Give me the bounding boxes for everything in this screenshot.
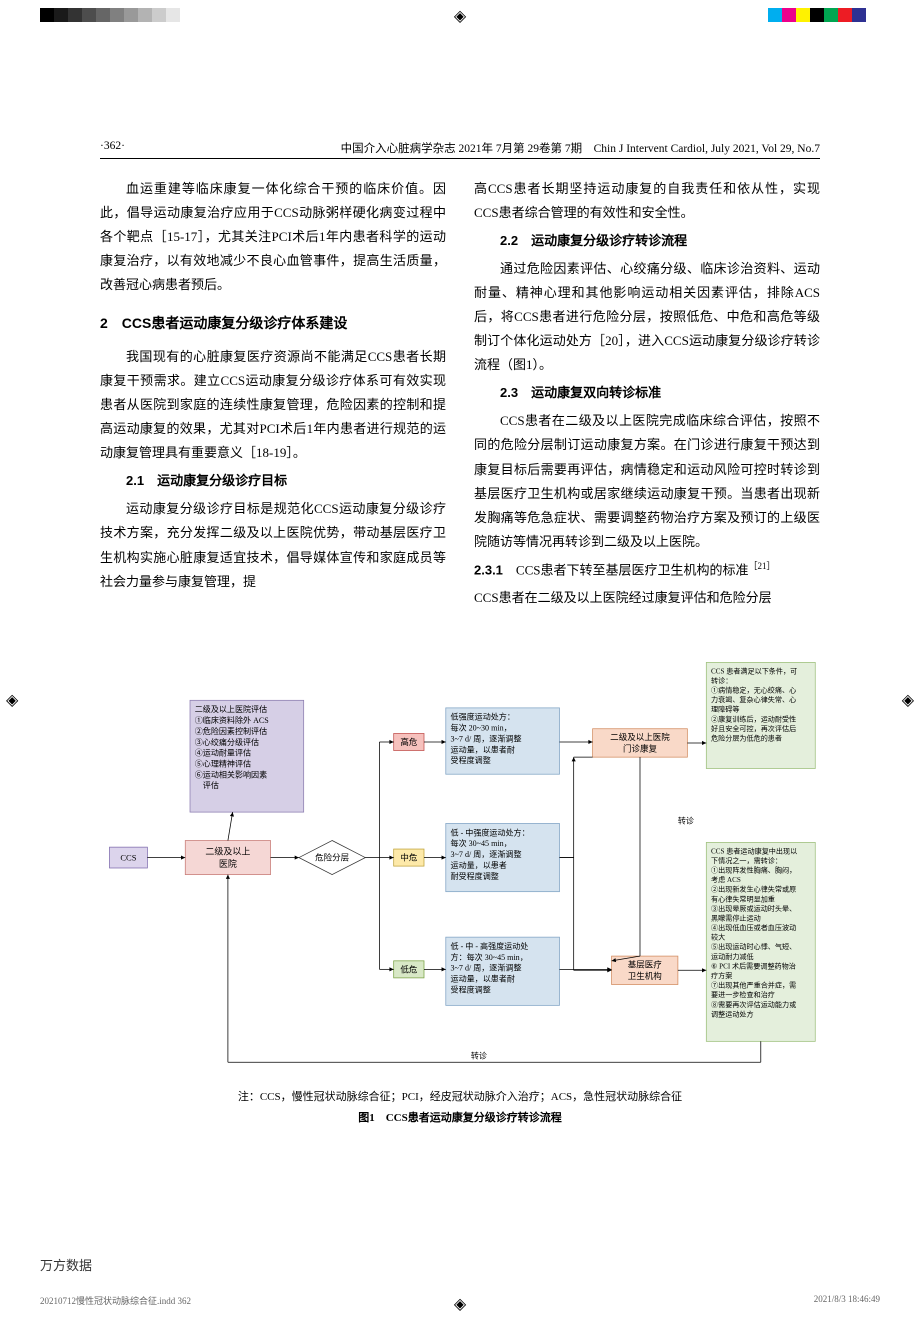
svg-text:③出现晕厥或运动时头晕、: ③出现晕厥或运动时头晕、 [711, 904, 796, 913]
svg-text:基层医疗: 基层医疗 [628, 960, 663, 970]
svg-text:②康复训练后，运动耐受性: ②康复训练后，运动耐受性 [711, 714, 796, 723]
svg-text:考虑 ACS: 考虑 ACS [711, 875, 741, 884]
svg-text:好且安全可控，再次评估后: 好且安全可控，再次评估后 [711, 724, 796, 733]
svg-text:运动量，以患者耐: 运动量，以患者耐 [451, 744, 515, 754]
svg-text:⑥运动相关影响因素: ⑥运动相关影响因素 [195, 770, 267, 780]
flowchart-svg: CCS二级及以上医院二级及以上医院评估①临床资料除外 ACS②危险因素控制评估③… [100, 634, 820, 1079]
registration-target-icon: ◈ [454, 6, 466, 26]
figure-note: 注：CCS，慢性冠状动脉综合征；PCI，经皮冠状动脉介入治疗；ACS，急性冠状动… [100, 1089, 820, 1107]
svg-text:较大: 较大 [711, 933, 725, 942]
svg-text:3~7 d/ 周，逐渐调整: 3~7 d/ 周，逐渐调整 [451, 963, 522, 973]
svg-text:⑧需要再次评估运动能力或: ⑧需要再次评估运动能力或 [711, 1000, 796, 1009]
svg-text:受程度调整: 受程度调整 [451, 755, 491, 765]
subsection-heading: 2.3 运动康复双向转诊标准 [474, 381, 820, 405]
section-heading: 2 CCS患者运动康复分级诊疗体系建设 [100, 311, 446, 337]
paragraph: 通过危险因素评估、心绞痛分级、临床诊治资料、运动耐量、精神心理和其他影响运动相关… [474, 257, 820, 377]
registration-target-icon: ◈ [6, 690, 18, 710]
subsection-heading: 2.1 运动康复分级诊疗目标 [100, 469, 446, 493]
svg-text:评估: 评估 [195, 780, 219, 790]
svg-text:低 - 中 - 高强度运动处: 低 - 中 - 高强度运动处 [451, 941, 529, 951]
svg-text:危险分层为低危的患者: 危险分层为低危的患者 [711, 734, 782, 743]
figure-1: CCS二级及以上医院二级及以上医院评估①临床资料除外 ACS②危险因素控制评估③… [100, 634, 820, 1125]
svg-text:③心绞痛分级评估: ③心绞痛分级评估 [195, 737, 259, 747]
svg-text:中危: 中危 [400, 853, 418, 863]
svg-text:⑤心理精神评估: ⑤心理精神评估 [195, 759, 251, 769]
svg-text:②危险因素控制评估: ②危险因素控制评估 [195, 726, 267, 736]
svg-text:耐受程度调整: 耐受程度调整 [451, 871, 499, 881]
svg-text:黑矇需停止运动: 黑矇需停止运动 [711, 914, 761, 923]
paragraph: 血运重建等临床康复一体化综合干预的临床价值。因此，倡导运动康复治疗应用于CCS动… [100, 177, 446, 297]
svg-text:低 - 中强度运动处方：: 低 - 中强度运动处方： [451, 827, 530, 837]
svg-text:⑤出现运动时心悸、气短、: ⑤出现运动时心悸、气短、 [711, 942, 796, 951]
svg-text:医院: 医院 [219, 858, 237, 869]
svg-text:④运动耐量评估: ④运动耐量评估 [195, 748, 251, 758]
print-footer: 万方数据 [0, 1255, 920, 1294]
svg-text:④出现低血压或者血压波动: ④出现低血压或者血压波动 [711, 923, 796, 932]
registration-target-icon: ◈ [902, 690, 914, 710]
subsection-heading: 2.2 运动康复分级诊疗转诊流程 [474, 229, 820, 253]
svg-text:每次 20~30 min，: 每次 20~30 min， [451, 723, 512, 733]
svg-text:3~7 d/ 周，逐渐调整: 3~7 d/ 周，逐渐调整 [451, 849, 522, 859]
svg-text:⑦出现其他严重合并症，需: ⑦出现其他严重合并症，需 [711, 981, 796, 990]
svg-text:CCS: CCS [120, 853, 136, 863]
print-job-info: 20210712慢性冠状动脉综合征.indd 362 ◈ 2021/8/3 18… [0, 1294, 920, 1325]
page-content: ·362· 中国介入心脏病学杂志 2021年 7月第 29卷第 7期 Chin … [0, 30, 920, 1165]
svg-text:转诊：: 转诊： [711, 676, 732, 685]
right-column: 高CCS患者长期坚持运动康复的自我责任和依从性，实现CCS患者综合管理的有效性和… [474, 177, 820, 614]
print-registration-top: ◈ [0, 0, 920, 30]
svg-text:危险分层: 危险分层 [315, 853, 350, 863]
paragraph: CCS患者在二级及以上医院完成临床综合评估，按照不同的危险分层制订运动康复方案。… [474, 409, 820, 553]
svg-text:运动耐力减低: 运动耐力减低 [711, 952, 754, 961]
svg-text:低强度运动处方：: 低强度运动处方： [451, 712, 515, 722]
svg-text:转诊: 转诊 [471, 1051, 487, 1061]
wanfang-watermark: 万方数据 [40, 1255, 92, 1274]
paragraph: 高CCS患者长期坚持运动康复的自我责任和依从性，实现CCS患者综合管理的有效性和… [474, 177, 820, 225]
svg-text:运动量，以患者耐: 运动量，以患者耐 [451, 974, 515, 984]
svg-text:⑥ PCI 术后需要调整药物治: ⑥ PCI 术后需要调整药物治 [711, 962, 796, 971]
color-bar [768, 8, 880, 22]
paragraph: 我国现有的心脏康复医疗资源尚不能满足CCS患者长期康复干预需求。建立CCS运动康… [100, 345, 446, 465]
svg-text:运动量，以患者: 运动量，以患者 [451, 860, 507, 870]
print-timestamp: 2021/8/3 18:46:49 [814, 1294, 880, 1307]
svg-text:力衰竭、复杂心律失常、心: 力衰竭、复杂心律失常、心 [711, 695, 796, 704]
registration-target-icon: ◈ [454, 1294, 466, 1314]
two-column-body: 血运重建等临床康复一体化综合干预的临床价值。因此，倡导运动康复治疗应用于CCS动… [100, 177, 820, 614]
svg-text:受程度调整: 受程度调整 [451, 985, 491, 995]
svg-text:有心律失常明显加重: 有心律失常明显加重 [711, 894, 775, 903]
svg-text:卫生机构: 卫生机构 [628, 971, 662, 981]
grayscale-bar [40, 8, 194, 22]
svg-text:转诊: 转诊 [678, 816, 694, 826]
svg-text:二级及以上: 二级及以上 [205, 846, 250, 857]
svg-text:调整运动处方: 调整运动处方 [711, 1009, 754, 1018]
svg-text:②出现新发生心律失常或原: ②出现新发生心律失常或原 [711, 885, 796, 894]
svg-text:二级及以上医院: 二级及以上医院 [610, 732, 670, 742]
svg-text:CCS 患者运动康复中出现以: CCS 患者运动康复中出现以 [711, 846, 797, 855]
svg-text:每次 30~45 min，: 每次 30~45 min， [451, 838, 512, 848]
svg-text:二级及以上医院评估: 二级及以上医院评估 [195, 704, 267, 714]
journal-citation: 中国介入心脏病学杂志 2021年 7月第 29卷第 7期 Chin J Inte… [341, 140, 820, 156]
svg-text:方：每次 30~45 min，: 方：每次 30~45 min， [451, 952, 528, 962]
svg-text:要进一步检查和治疗: 要进一步检查和治疗 [711, 990, 775, 999]
left-column: 血运重建等临床康复一体化综合干预的临床价值。因此，倡导运动康复治疗应用于CCS动… [100, 177, 446, 614]
svg-text:①临床资料除外 ACS: ①临床资料除外 ACS [195, 715, 269, 725]
svg-text:高危: 高危 [400, 737, 418, 747]
svg-text:理障碍等: 理障碍等 [711, 705, 739, 714]
svg-text:①病情稳定，无心绞痛、心: ①病情稳定，无心绞痛、心 [711, 686, 796, 695]
svg-text:3~7 d/ 周，逐渐调整: 3~7 d/ 周，逐渐调整 [451, 734, 522, 744]
svg-text:低危: 低危 [400, 964, 418, 974]
svg-text:疗方案: 疗方案 [711, 971, 732, 980]
paragraph: 运动康复分级诊疗目标是规范化CCS运动康复分级诊疗技术方案，充分发挥二级及以上医… [100, 497, 446, 593]
figure-caption: 图1 CCS患者运动康复分级诊疗转诊流程 [100, 1109, 820, 1125]
paragraph: CCS患者在二级及以上医院经过康复评估和危险分层 [474, 586, 820, 610]
svg-text:CCS 患者满足以下条件，可: CCS 患者满足以下条件，可 [711, 666, 797, 675]
page-number: ·362· [100, 140, 125, 156]
running-header: ·362· 中国介入心脏病学杂志 2021年 7月第 29卷第 7期 Chin … [100, 140, 820, 159]
subsection-heading: 2.3.1 CCS患者下转至基层医疗卫生机构的标准［21］ [474, 558, 820, 582]
svg-text:下情况之一，需转诊：: 下情况之一，需转诊： [711, 856, 782, 865]
indesign-job: 20210712慢性冠状动脉综合征.indd 362 [40, 1294, 191, 1307]
svg-text:①出现阵发性胸痛、胸闷，: ①出现阵发性胸痛、胸闷， [711, 866, 796, 875]
svg-text:门诊康复: 门诊康复 [623, 744, 658, 754]
